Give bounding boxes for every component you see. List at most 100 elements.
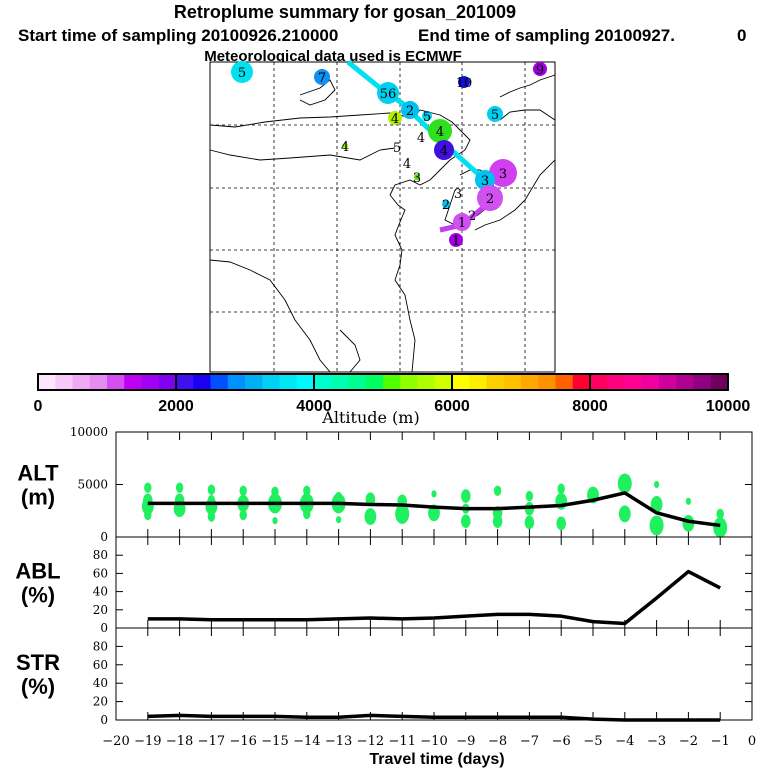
coastline <box>444 169 496 226</box>
y-tick-label: 60 <box>93 658 108 672</box>
colorbar-swatch <box>710 374 729 390</box>
time-series-panels: Travel time (days) 0 5000 10000 ALT(m) 0 20 40… <box>15 425 756 768</box>
start-time: Start time of sampling 20100926.210000 <box>18 26 338 45</box>
altitude-scatter-point <box>364 508 377 525</box>
colorbar-swatch <box>538 374 556 390</box>
map-marker: 5 <box>231 61 253 83</box>
colorbar-swatch <box>227 374 246 390</box>
colorbar-swatch <box>107 374 125 390</box>
x-tick-label: −7 <box>520 734 539 749</box>
x-tick-label: −6 <box>552 734 571 749</box>
y-tick-label: 0 <box>100 621 108 635</box>
map-marker-dot <box>231 61 253 83</box>
x-tick-label: −8 <box>488 734 507 749</box>
map-marker-dot <box>428 119 452 143</box>
map-marker: 5 <box>393 141 401 156</box>
y-tick-label: 10000 <box>70 425 108 439</box>
altitude-scatter-point <box>654 480 660 489</box>
colorbar-swatch <box>607 374 625 390</box>
map-marker-label: 2 <box>442 198 450 213</box>
x-tick-label: −14 <box>293 734 320 749</box>
altitude-scatter-point <box>239 509 247 521</box>
altitude-scatter-point <box>431 490 437 498</box>
panel-frame <box>115 627 753 721</box>
map-marker-dot <box>434 140 454 160</box>
colorbar-swatch <box>503 374 522 390</box>
y-tick-label: 0 <box>100 713 108 727</box>
map-marker: 56 <box>377 82 399 104</box>
map-marker-label: 3 <box>481 174 489 189</box>
colorbar-swatch <box>193 374 211 390</box>
altitude-scatter-point <box>557 483 565 494</box>
map-marker-dot <box>314 69 330 85</box>
x-tick-label: −16 <box>229 734 256 749</box>
map-marker-label: 5 <box>423 110 431 125</box>
map-marker-label: 10 <box>456 76 473 91</box>
map-marker-label: 1 <box>452 234 460 249</box>
panel-label: STR <box>16 650 60 675</box>
altitude-scatter-point <box>461 514 471 529</box>
colorbar-swatch <box>331 374 349 390</box>
end-time: End time of sampling 20100927. <box>418 26 675 45</box>
map-marker: 5 <box>487 106 503 123</box>
altitude-scatter-point <box>713 517 728 538</box>
colorbar-swatch <box>262 374 280 390</box>
colorbar-swatch <box>89 374 108 390</box>
map-marker: 7 <box>314 69 330 86</box>
colorbar-swatch <box>434 374 453 390</box>
altitude-scatter-point <box>144 509 152 521</box>
map-marker-dot <box>442 200 450 208</box>
colorbar-swatch <box>641 374 660 390</box>
map-marker-dot <box>377 82 399 104</box>
x-tick-label: −15 <box>261 734 288 749</box>
altitude-scatter-point <box>365 492 376 507</box>
panel-alt: 0 5000 10000 ALT(m) <box>17 425 753 544</box>
altitude-scatter-point <box>303 508 311 520</box>
colorbar-swatch <box>245 374 263 390</box>
map-marker-dot <box>401 101 419 119</box>
x-tick-label: −9 <box>456 734 475 749</box>
altitude-scatter-point <box>617 473 632 494</box>
x-tick-label: −4 <box>615 734 634 749</box>
map-marker-label: 2 <box>406 104 414 119</box>
map-marker: 2 <box>468 209 476 224</box>
map-marker: 2 <box>442 198 450 213</box>
map-marker-label: 4 <box>440 144 448 159</box>
map-marker: 4 <box>428 119 452 143</box>
y-tick-label: 40 <box>93 676 108 690</box>
coastline <box>299 79 336 106</box>
colorbar-swatch <box>210 374 229 390</box>
colorbar-tick-label: 2000 <box>158 398 194 415</box>
colorbar-swatch <box>452 374 470 390</box>
map-marker-label: 5 <box>393 141 401 156</box>
altitude-scatter-point <box>618 505 631 523</box>
x-tick-label: −3 <box>647 734 666 749</box>
colorbar-swatch <box>141 374 160 390</box>
map-marker: 4 <box>417 131 425 146</box>
map-marker-label: 4 <box>436 125 444 140</box>
x-tick-label: −10 <box>420 734 447 749</box>
map-marker: 3 <box>489 159 517 187</box>
x-tick-label: −1 <box>711 734 730 749</box>
y-tick-label: 40 <box>93 585 108 599</box>
map-marker-dot <box>458 76 470 88</box>
colorbar-swatch <box>314 374 332 390</box>
x-tick-label: −11 <box>388 734 415 749</box>
map-marker-dot <box>487 106 503 122</box>
map-marker: 1 <box>453 213 471 231</box>
y-tick-label: 0 <box>100 530 108 544</box>
map-marker-dot <box>453 213 471 231</box>
coastline <box>339 329 361 373</box>
map-marker-label: 5 <box>238 66 246 81</box>
colorbar-swatch <box>469 374 487 390</box>
map-marker-dot <box>342 143 348 149</box>
figure-title: Retroplume summary for gosan_201009 <box>174 2 516 22</box>
x-tick-label: 0 <box>748 734 756 749</box>
colorbar-swatch <box>158 374 177 390</box>
map-marker: 2 <box>401 101 419 119</box>
map-marker-label: 4 <box>403 157 411 172</box>
map-marker-dot <box>414 174 420 180</box>
colorbar-swatch <box>555 374 574 390</box>
map-marker: 4 <box>403 157 411 172</box>
panel-frame <box>115 536 753 629</box>
